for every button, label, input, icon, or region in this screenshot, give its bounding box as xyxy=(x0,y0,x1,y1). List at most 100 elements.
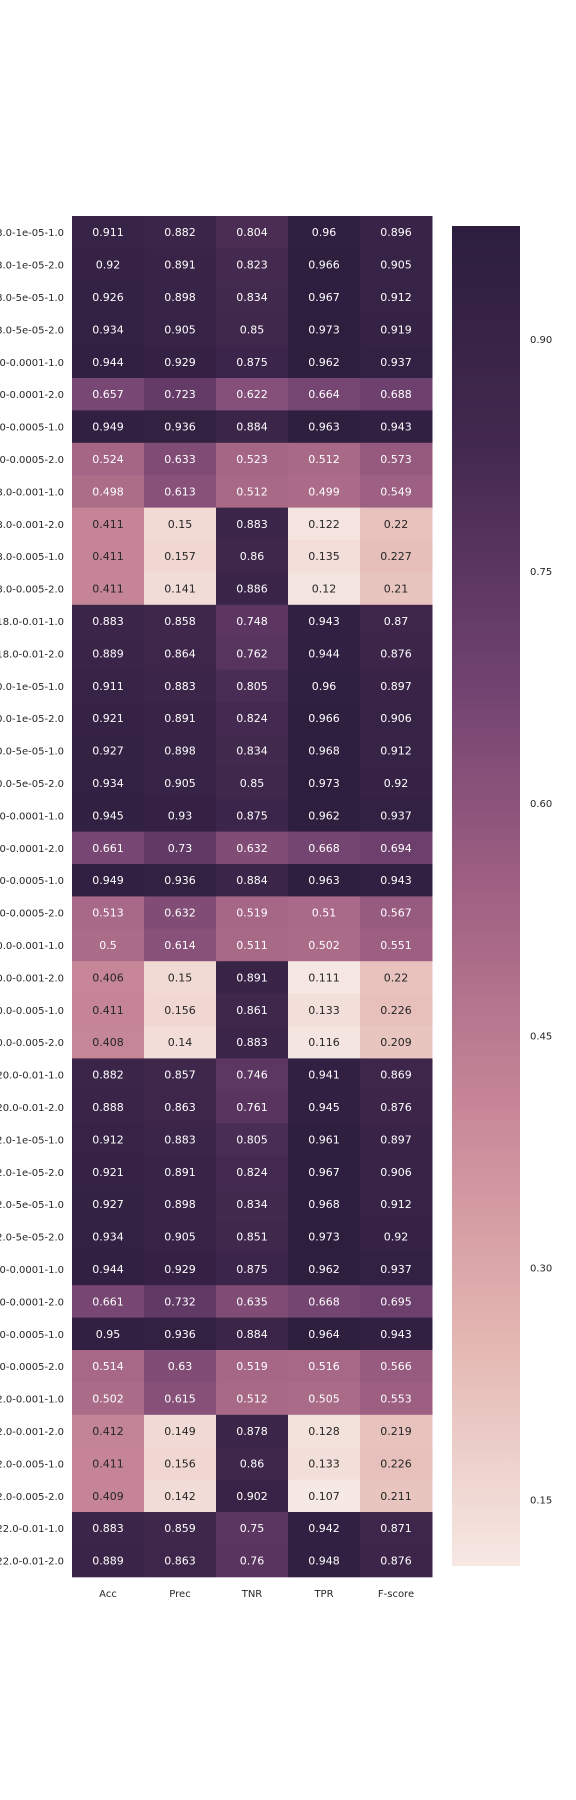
cell-value-label: 0.967 xyxy=(308,291,340,304)
heatmap-cell xyxy=(72,1090,145,1124)
cell-value-label: 0.92 xyxy=(384,1231,409,1244)
heatmap-cell xyxy=(288,1155,361,1189)
cell-value-label: 0.723 xyxy=(164,388,196,401)
cell-value-label: 0.934 xyxy=(92,323,124,336)
cell-value-label: 0.891 xyxy=(236,971,268,984)
heatmap-cell xyxy=(72,507,145,541)
heatmap-cell xyxy=(360,831,433,865)
cell-value-label: 0.133 xyxy=(308,1457,340,1470)
cell-value-label: 0.943 xyxy=(380,1328,412,1341)
row-label: 18.0-0.01-1.0 xyxy=(0,617,64,628)
cell-value-label: 0.156 xyxy=(164,1457,196,1470)
heatmap-cell xyxy=(360,1512,433,1545)
cell-value-label: 0.905 xyxy=(164,777,196,790)
cell-value-label: 0.12 xyxy=(312,583,337,596)
cell-value-label: 0.111 xyxy=(308,971,340,984)
heatmap-cell xyxy=(288,1285,361,1319)
cell-value-label: 0.912 xyxy=(92,1133,124,1146)
heatmap-cell xyxy=(144,540,217,573)
cell-value-label: 0.936 xyxy=(164,421,196,434)
cell-value-label: 0.63 xyxy=(168,1360,193,1373)
cell-value-label: 0.15 xyxy=(168,518,193,531)
cell-value-label: 0.962 xyxy=(308,356,340,369)
heatmap-cell xyxy=(144,280,217,314)
heatmap-cell xyxy=(216,572,289,606)
heatmap-cell xyxy=(72,831,145,865)
heatmap-cell xyxy=(216,1317,289,1351)
heatmap-cell xyxy=(72,669,145,703)
heatmap-cell xyxy=(288,1512,361,1545)
cell-value-label: 0.227 xyxy=(380,550,412,563)
heatmap-cell xyxy=(216,637,289,671)
row-label: 20.0-5e-05-2.0 xyxy=(0,779,64,790)
heatmap-cell xyxy=(216,1447,289,1481)
row-label: 0.0-0.0001-2.0 xyxy=(0,844,64,855)
heatmap-cell xyxy=(216,896,289,930)
cell-value-label: 0.973 xyxy=(308,323,340,336)
heatmap-cell xyxy=(288,1123,361,1157)
heatmap-cell xyxy=(72,864,145,897)
heatmap-cell xyxy=(72,410,145,444)
heatmap-cell xyxy=(360,1447,433,1481)
cell-value-label: 0.884 xyxy=(236,421,268,434)
heatmap-cell xyxy=(216,313,289,347)
cell-value-label: 0.748 xyxy=(236,615,268,628)
cell-value-label: 0.549 xyxy=(380,485,412,498)
row-label: 20.0-0.001-1.0 xyxy=(0,941,64,952)
heatmap-cell xyxy=(216,1350,289,1383)
heatmap-cell xyxy=(216,475,289,509)
heatmap-cell xyxy=(144,896,217,930)
heatmap-cell xyxy=(144,378,217,411)
cell-value-label: 0.694 xyxy=(380,842,412,855)
heatmap-cell xyxy=(72,1414,145,1448)
cell-value-label: 0.902 xyxy=(236,1490,268,1503)
cell-value-label: 0.906 xyxy=(380,1166,412,1179)
cell-value-label: 0.876 xyxy=(380,1555,412,1568)
cell-value-label: 0.226 xyxy=(380,1004,412,1017)
row-label: 22.0-0.001-2.0 xyxy=(0,1427,64,1438)
heatmap-cell xyxy=(360,410,433,444)
cell-value-label: 0.85 xyxy=(240,777,265,790)
cell-value-label: 0.943 xyxy=(308,615,340,628)
heatmap-cell xyxy=(360,313,433,347)
heatmap-cell xyxy=(144,442,217,476)
heatmap-cell xyxy=(216,1252,289,1286)
row-label: 0.0-0.0005-2.0 xyxy=(0,909,64,920)
heatmap-cell xyxy=(288,540,361,573)
heatmap-cell xyxy=(144,961,217,995)
cell-value-label: 0.949 xyxy=(92,874,124,887)
cell-value-label: 0.945 xyxy=(92,809,124,822)
heatmap-cell xyxy=(72,1317,145,1351)
heatmap-cell xyxy=(72,540,145,573)
cell-value-label: 0.871 xyxy=(380,1522,412,1535)
cell-value-label: 0.963 xyxy=(308,874,340,887)
row-label: 18.0-0.005-1.0 xyxy=(0,552,64,563)
cell-value-label: 0.937 xyxy=(380,1263,412,1276)
heatmap-cell xyxy=(288,507,361,541)
cell-value-label: 0.912 xyxy=(380,1198,412,1211)
heatmap-cell xyxy=(216,734,289,768)
row-label: 20.0-0.001-2.0 xyxy=(0,973,64,984)
heatmap-cell xyxy=(144,766,217,800)
heatmap-cell xyxy=(360,1123,433,1157)
row-label: 18.0-0.01-2.0 xyxy=(0,649,64,660)
cell-value-label: 0.888 xyxy=(92,1101,124,1114)
heatmap-cell xyxy=(144,637,217,671)
cell-value-label: 0.133 xyxy=(308,1004,340,1017)
cell-value-label: 0.882 xyxy=(164,226,196,239)
cell-value-label: 0.897 xyxy=(380,680,412,693)
cell-value-label: 0.864 xyxy=(164,647,196,660)
heatmap-cell xyxy=(144,993,217,1027)
cell-value-label: 0.897 xyxy=(380,1133,412,1146)
cell-value-label: 0.861 xyxy=(236,1004,268,1017)
cell-value-label: 0.135 xyxy=(308,550,340,563)
cell-value-label: 0.942 xyxy=(308,1522,340,1535)
cell-value-label: 0.553 xyxy=(380,1393,412,1406)
cell-value-label: 0.122 xyxy=(308,518,340,531)
colorbar: 0.15 0.30 0.45 0.60 0.75 0.90 xyxy=(452,226,552,1566)
cell-value-label: 0.911 xyxy=(92,226,124,239)
heatmap-cell xyxy=(216,1090,289,1124)
heatmap-cell xyxy=(144,1544,217,1578)
row-label: 18.0-0.001-1.0 xyxy=(0,487,64,498)
cell-value-label: 0.805 xyxy=(236,1133,268,1146)
